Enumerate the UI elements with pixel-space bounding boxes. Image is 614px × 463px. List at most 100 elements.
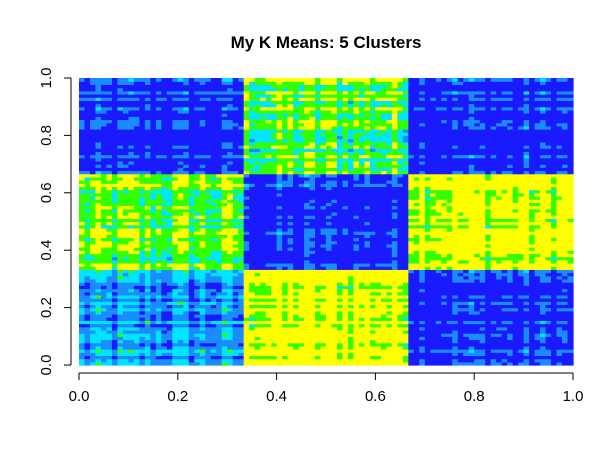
heatmap-cell bbox=[347, 208, 355, 213]
heatmap-cell bbox=[413, 294, 420, 299]
heatmap-cell bbox=[177, 195, 184, 200]
heatmap-cell bbox=[144, 361, 151, 366]
heatmap-cell bbox=[89, 355, 97, 360]
heatmap-cell bbox=[463, 301, 470, 306]
heatmap-cell bbox=[501, 269, 508, 274]
heatmap-cell bbox=[95, 326, 102, 331]
heatmap-cell bbox=[89, 199, 97, 203]
heatmap-cell bbox=[144, 307, 151, 312]
heatmap-cell bbox=[545, 240, 552, 245]
heatmap-cell bbox=[551, 291, 558, 296]
heatmap-cell bbox=[375, 282, 382, 286]
heatmap-cell bbox=[282, 336, 289, 341]
heatmap-cell bbox=[496, 192, 503, 197]
heatmap-cell bbox=[353, 339, 360, 344]
heatmap-cell bbox=[446, 339, 453, 344]
heatmap-cell bbox=[342, 269, 349, 274]
heatmap-cell bbox=[282, 301, 289, 306]
heatmap-cell bbox=[243, 224, 250, 229]
heatmap-cell bbox=[128, 189, 135, 194]
heatmap-cell bbox=[188, 278, 195, 283]
heatmap-cell bbox=[430, 215, 437, 219]
heatmap-cell bbox=[342, 256, 349, 261]
heatmap-cell bbox=[144, 262, 151, 267]
heatmap-cell bbox=[221, 243, 228, 248]
heatmap-cell bbox=[397, 329, 404, 334]
heatmap-cell bbox=[106, 291, 113, 296]
heatmap-cell bbox=[331, 247, 338, 251]
heatmap-cell bbox=[139, 192, 146, 197]
heatmap-cell bbox=[188, 256, 195, 261]
heatmap-cell bbox=[166, 285, 173, 290]
heatmap-cell bbox=[122, 310, 129, 315]
heatmap-cell bbox=[249, 342, 256, 347]
heatmap-cell bbox=[479, 349, 486, 353]
heatmap-cell bbox=[133, 298, 140, 302]
heatmap-cell bbox=[293, 243, 300, 248]
heatmap-cell bbox=[106, 192, 113, 197]
heatmap-cell bbox=[347, 342, 355, 347]
heatmap-cell bbox=[551, 352, 558, 357]
heatmap-cell bbox=[155, 358, 162, 363]
heatmap-cell bbox=[205, 237, 212, 242]
heatmap-cell bbox=[380, 243, 387, 248]
heatmap-cell bbox=[391, 275, 398, 280]
heatmap-cell bbox=[205, 329, 212, 334]
heatmap-cell bbox=[534, 240, 541, 245]
heatmap-cell bbox=[304, 202, 311, 207]
heatmap-cell bbox=[287, 282, 294, 286]
heatmap-cell bbox=[479, 208, 486, 213]
heatmap-cell bbox=[369, 317, 376, 321]
heatmap-cell bbox=[551, 247, 558, 251]
heatmap-cell bbox=[243, 307, 250, 312]
heatmap-cell bbox=[100, 266, 108, 270]
heatmap-cell bbox=[227, 243, 234, 248]
heatmap-cell bbox=[243, 345, 250, 350]
heatmap-cell bbox=[545, 291, 552, 296]
heatmap-cell bbox=[540, 304, 547, 309]
heatmap-cell bbox=[265, 202, 272, 207]
heatmap-cell bbox=[424, 266, 431, 270]
heatmap-cell bbox=[122, 192, 129, 197]
heatmap-cell bbox=[342, 352, 349, 357]
heatmap-cell bbox=[238, 320, 245, 325]
heatmap-cell bbox=[183, 202, 190, 207]
heatmap-cell bbox=[106, 215, 113, 219]
heatmap-cell bbox=[315, 231, 322, 235]
heatmap-cell bbox=[95, 304, 102, 309]
heatmap-cell bbox=[260, 240, 267, 245]
heatmap-cell bbox=[95, 339, 102, 344]
heatmap-cell bbox=[369, 291, 376, 296]
heatmap-cell bbox=[507, 218, 514, 223]
heatmap-cell bbox=[380, 358, 387, 363]
heatmap-cell bbox=[512, 202, 519, 207]
heatmap-cell bbox=[507, 291, 514, 296]
heatmap-cell bbox=[397, 211, 404, 216]
heatmap-cell bbox=[172, 326, 179, 331]
heatmap-cell bbox=[194, 342, 201, 347]
heatmap-cell bbox=[479, 333, 486, 337]
heatmap-cell bbox=[523, 329, 530, 334]
heatmap-cell bbox=[243, 189, 250, 194]
heatmap-cell bbox=[227, 237, 234, 242]
heatmap-cell bbox=[529, 243, 536, 248]
heatmap-cell bbox=[463, 221, 470, 226]
heatmap-cell bbox=[551, 349, 558, 353]
heatmap-cell bbox=[567, 361, 574, 366]
heatmap-cell bbox=[95, 208, 102, 213]
heatmap-cell bbox=[369, 266, 376, 270]
heatmap-cell bbox=[413, 189, 420, 194]
heatmap-cell bbox=[474, 349, 481, 353]
heatmap-cell bbox=[424, 358, 431, 363]
heatmap-cell bbox=[117, 186, 124, 191]
heatmap-cell bbox=[298, 313, 305, 318]
heatmap-cell bbox=[386, 269, 393, 274]
heatmap-cell bbox=[271, 224, 278, 229]
heatmap-cell bbox=[227, 317, 234, 321]
heatmap-cell bbox=[397, 304, 404, 309]
heatmap-cell bbox=[309, 272, 316, 277]
heatmap-cell bbox=[238, 227, 245, 232]
heatmap-cell bbox=[358, 189, 366, 194]
heatmap-cell bbox=[556, 199, 563, 203]
heatmap-cell bbox=[507, 313, 514, 318]
